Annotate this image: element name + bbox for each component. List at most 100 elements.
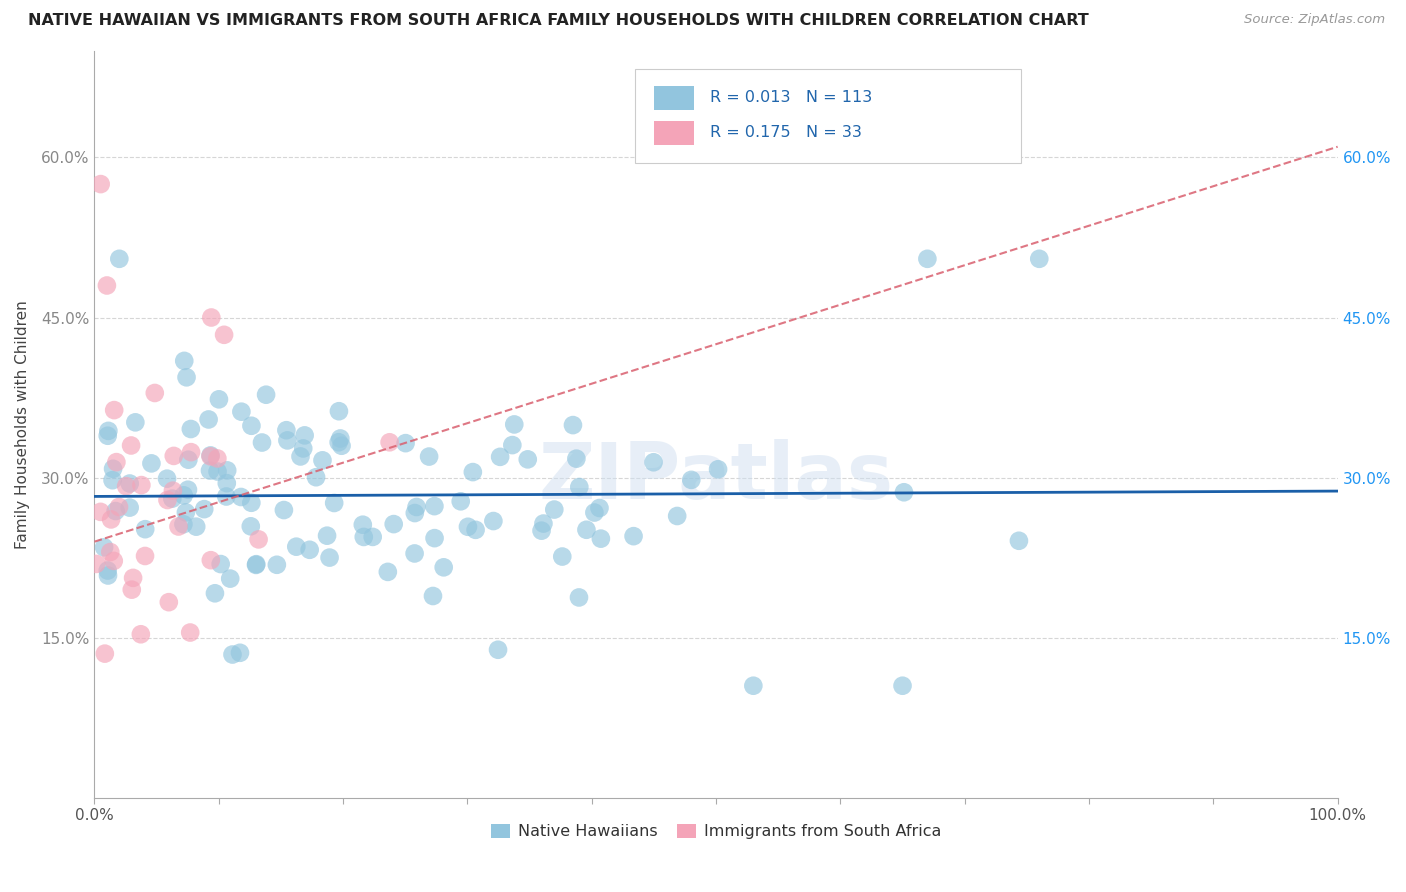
Point: [118, 476, 141, 491]
Point: [98, 545, 121, 559]
Point: [197, 412, 219, 426]
Point: [167, 519, 190, 533]
Point: [503, 417, 526, 432]
Point: [97, 564, 120, 578]
Point: [97, 428, 120, 442]
Point: [394, 436, 416, 450]
Point: [245, 557, 267, 571]
Text: R = 0.013   N = 113: R = 0.013 N = 113: [710, 90, 872, 105]
Point: [209, 557, 232, 571]
Point: [221, 648, 243, 662]
Point: [97, 424, 120, 438]
Point: [290, 450, 312, 464]
Point: [219, 572, 242, 586]
Point: [329, 432, 352, 446]
Point: [217, 463, 239, 477]
Point: [208, 392, 231, 407]
Point: [516, 452, 538, 467]
Point: [482, 514, 505, 528]
Point: [200, 449, 222, 463]
Point: [666, 508, 689, 523]
Point: [193, 502, 215, 516]
Point: [104, 504, 127, 518]
Point: [101, 462, 124, 476]
Point: [156, 472, 179, 486]
Point: [583, 506, 606, 520]
Point: [276, 423, 298, 437]
Point: [643, 455, 665, 469]
Point: [103, 403, 125, 417]
Y-axis label: Family Households with Children: Family Households with Children: [15, 300, 30, 549]
Point: [97, 568, 120, 582]
Point: [316, 529, 339, 543]
Point: [90, 177, 112, 191]
Point: [623, 529, 645, 543]
Point: [231, 405, 253, 419]
Point: [457, 520, 479, 534]
Point: [254, 388, 277, 402]
Point: [450, 494, 472, 508]
FancyBboxPatch shape: [654, 121, 693, 145]
Point: [353, 530, 375, 544]
Point: [568, 480, 591, 494]
Point: [84, 557, 107, 571]
Point: [101, 473, 124, 487]
Point: [422, 589, 444, 603]
Point: [200, 310, 222, 325]
Point: [565, 451, 588, 466]
Point: [404, 546, 426, 560]
Point: [173, 354, 195, 368]
Point: [180, 445, 202, 459]
Point: [121, 582, 143, 597]
Point: [681, 473, 703, 487]
Point: [229, 490, 252, 504]
Point: [377, 565, 399, 579]
Point: [179, 625, 201, 640]
Point: [461, 465, 484, 479]
Point: [115, 479, 138, 493]
Point: [240, 418, 263, 433]
Point: [198, 464, 221, 478]
Point: [562, 418, 585, 433]
Point: [294, 428, 316, 442]
Point: [177, 483, 200, 497]
Point: [433, 560, 456, 574]
Point: [105, 455, 128, 469]
Point: [1008, 533, 1031, 548]
Point: [330, 439, 353, 453]
Point: [162, 491, 184, 506]
Point: [273, 503, 295, 517]
Point: [464, 523, 486, 537]
Point: [108, 252, 131, 266]
Point: [404, 506, 426, 520]
Point: [94, 647, 117, 661]
Point: [292, 442, 315, 456]
Point: [173, 488, 195, 502]
Point: [486, 642, 509, 657]
Point: [100, 512, 122, 526]
Point: [200, 450, 222, 464]
Point: [533, 516, 555, 531]
Point: [163, 449, 186, 463]
Point: [305, 470, 328, 484]
Point: [382, 517, 405, 532]
Point: [120, 438, 142, 452]
Text: Source: ZipAtlas.com: Source: ZipAtlas.com: [1244, 13, 1385, 27]
Point: [90, 505, 112, 519]
Point: [276, 434, 298, 448]
Point: [96, 278, 118, 293]
Point: [328, 435, 350, 450]
Point: [891, 679, 914, 693]
Point: [423, 531, 446, 545]
Point: [172, 517, 194, 532]
Point: [129, 627, 152, 641]
Point: [93, 541, 115, 555]
Point: [108, 500, 131, 514]
Point: [143, 386, 166, 401]
Legend: Native Hawaiians, Immigrants from South Africa: Native Hawaiians, Immigrants from South …: [485, 817, 948, 846]
Point: [588, 500, 610, 515]
Point: [124, 415, 146, 429]
Point: [156, 493, 179, 508]
Point: [207, 465, 229, 479]
Point: [742, 679, 765, 693]
